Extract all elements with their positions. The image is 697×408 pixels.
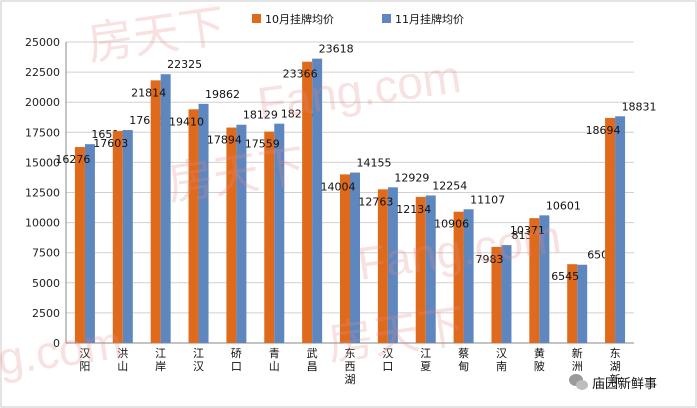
data-label-oct: 21814 [131,86,166,99]
x-tick-label: 东湖新 [610,347,621,386]
data-label-oct: 10906 [434,218,469,231]
x-tick-label: 东西湖 [345,347,356,386]
bar-oct [453,211,464,343]
bar-nov [122,130,133,343]
bar-oct [377,189,388,343]
x-tick-label: 武昌 [307,347,318,373]
data-label-nov: 22325 [167,58,202,71]
bar-oct [302,61,313,343]
data-label-oct: 12134 [396,203,431,216]
data-label-nov: 23618 [319,43,354,56]
bar-nov [577,264,588,343]
bar-oct [567,264,578,343]
x-tick-label: 江岸 [155,347,166,373]
y-tick-label: 12500 [25,187,60,200]
bar-nov [274,123,285,343]
data-label-oct: 7983 [475,253,503,266]
bar-oct [491,246,502,343]
bar-oct [226,127,237,343]
data-label-nov: 18129 [243,109,278,122]
bar-nov [198,103,209,344]
x-tick-label: 汉口 [382,347,393,373]
bar-oct [529,218,540,343]
data-label-oct: 18694 [586,124,621,137]
data-label-oct: 23366 [283,68,318,81]
legend-swatch [252,14,261,23]
data-label-nov: 18831 [622,100,657,113]
data-label-oct: 19410 [169,115,204,128]
data-label-oct: 17559 [245,138,280,151]
data-label-nov: 12254 [432,179,467,192]
bar-nov [615,116,626,344]
x-tick-label: 汉阳 [79,347,90,373]
x-tick-label: 江夏 [420,347,431,373]
y-tick-label: 10000 [25,217,60,230]
bar-oct [112,131,123,343]
legend-swatch [382,14,391,23]
y-tick-label: 2500 [32,307,60,320]
y-tick-label: 25000 [25,36,60,49]
x-tick-label: 硚口 [231,347,242,373]
bar-oct [415,196,426,343]
bar-oct [188,109,199,344]
x-tick-label: 青山 [269,347,280,373]
bar-nov [312,58,323,343]
data-label-oct: 16276 [55,153,90,166]
bar-nov [539,215,550,343]
x-tick-label: 汉南 [496,347,507,373]
bar-oct [264,131,275,343]
x-tick-label: 黄陂 [534,346,545,373]
y-tick-label: 7500 [32,247,60,260]
y-tick-label: 0 [53,337,60,350]
bar-nov [160,74,171,343]
bar-oct [340,174,350,343]
data-label-oct: 17603 [93,137,128,150]
x-tick-label: 洪山 [117,346,128,373]
x-tick-label: 蔡甸 [458,347,469,373]
bar-nov [463,209,474,343]
data-label-oct: 14004 [321,180,356,193]
legend-label: 11月挂牌均价 [395,12,464,26]
data-label-oct: 12763 [358,195,393,208]
legend-label: 10月挂牌均价 [265,12,334,26]
bar-nov [425,195,436,343]
data-label-oct: 17894 [207,134,242,147]
bar-nov [501,245,512,343]
bar-nov [350,172,360,343]
bar-oct [150,80,161,344]
y-tick-label: 20000 [25,96,60,109]
data-label-nov: 19862 [205,88,240,101]
y-tick-label: 5000 [32,277,60,290]
y-tick-label: 22500 [25,66,60,79]
data-label-nov: 11107 [470,193,505,206]
bar-oct [605,117,616,343]
x-tick-label: 江汉 [193,347,204,373]
brand-name: 庙园新鲜事 [592,376,657,392]
data-label-oct: 6545 [551,270,579,283]
bar-nov [84,144,95,343]
y-tick-label: 17500 [25,126,60,139]
data-label-nov: 10601 [546,199,581,212]
data-label-nov: 12929 [394,171,429,184]
y-tick-label: 15000 [25,156,60,169]
bar-nov [387,187,398,343]
bar-oct [74,147,85,343]
data-label-nov: 14155 [357,157,392,170]
bar-nov [236,124,247,343]
data-label-oct: 10371 [510,224,545,237]
wechat-icon [569,374,588,390]
x-tick-label: 新洲 [572,346,583,373]
